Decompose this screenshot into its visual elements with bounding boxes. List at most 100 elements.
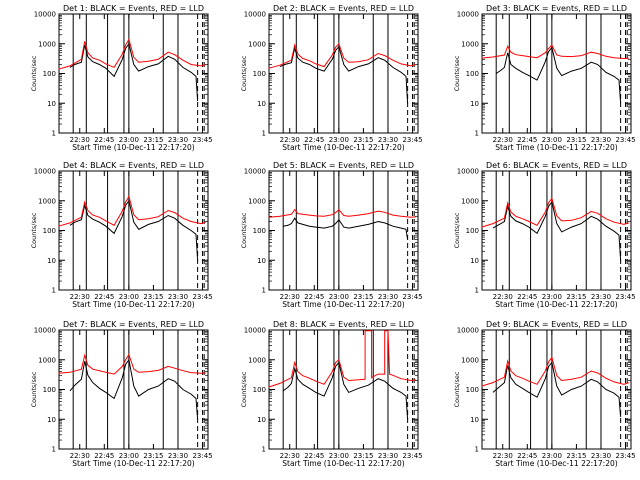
axes-frame [58, 13, 209, 134]
events-series-line [283, 217, 409, 240]
events-series-line [69, 358, 199, 420]
x-tick-label: 23:45 [402, 293, 422, 301]
plot-title: Det 2: BLACK = Events, RED = LLD [273, 4, 414, 13]
x-tick-label: 22:30 [70, 452, 90, 460]
y-tick-label: 10 [47, 416, 56, 424]
y-tick-label: 100 [466, 227, 479, 235]
y-tick-label: 1 [475, 446, 479, 454]
lld-series-line [268, 42, 416, 69]
x-tick-label: 22:30 [70, 136, 90, 144]
x-tick-label: 22:45 [304, 136, 324, 144]
x-tick-label: 23:45 [192, 293, 212, 301]
y-tick-label: 100 [43, 70, 56, 78]
x-tick-label: 23:30 [168, 136, 188, 144]
x-tick-label: 23:15 [566, 452, 586, 460]
events-series-line [492, 200, 622, 261]
events-series-line [495, 46, 622, 104]
detector-plot-3: Det 3: BLACK = Events, RED = LLD 1 10 100 10… [453, 4, 636, 152]
y-tick-label: 1000 [461, 356, 479, 364]
y-axis-label: Counts/sec [240, 371, 248, 407]
x-tick-label: 23:00 [329, 136, 349, 144]
x-tick-label: 22:45 [94, 293, 114, 301]
axes-frame [58, 329, 209, 450]
y-tick-label: 1000 [38, 356, 56, 364]
axes-frame [268, 13, 419, 134]
y-tick-label: 10000 [34, 327, 56, 335]
y-tick-label: 10000 [457, 327, 479, 335]
detector-plot-2: Det 2: BLACK = Events, RED = LLD 1 10 100 10… [240, 4, 423, 152]
x-tick-label: 23:45 [615, 452, 635, 460]
events-series-line [279, 45, 409, 104]
x-axis-label: Start Time (10-Dec-11 22:17:20) [282, 143, 404, 152]
x-tick-label: 23:30 [378, 136, 398, 144]
x-tick-label: 23:00 [542, 136, 562, 144]
x-axis-label: Start Time (10-Dec-11 22:17:20) [72, 459, 194, 468]
x-tick-label: 23:30 [591, 452, 611, 460]
x-axis-label: Start Time (10-Dec-11 22:17:20) [72, 143, 194, 152]
detector-plot-5: Det 5: BLACK = Events, RED = LLD 1 10 100 10… [240, 161, 423, 309]
y-axis-label: Counts/sec [453, 55, 461, 91]
x-tick-label: 23:00 [542, 452, 562, 460]
x-tick-label: 23:30 [168, 452, 188, 460]
x-tick-label: 23:00 [119, 136, 139, 144]
events-series-line [69, 42, 199, 101]
y-tick-label: 1000 [38, 197, 56, 205]
y-tick-label: 10000 [34, 168, 56, 176]
x-tick-label: 23:45 [402, 136, 422, 144]
y-tick-label: 100 [43, 227, 56, 235]
lld-series-line [58, 353, 206, 375]
y-tick-label: 10 [47, 100, 56, 108]
y-axis-label: Counts/sec [240, 55, 248, 91]
y-tick-label: 10 [257, 257, 266, 265]
y-axis-label: Counts/sec [30, 55, 38, 91]
y-tick-label: 1 [475, 130, 479, 138]
detector-plot-1: Det 1: BLACK = Events, RED = LLD 1 10 100 10… [30, 4, 213, 152]
plot-title: Det 1: BLACK = Events, RED = LLD [63, 4, 204, 13]
events-series-line [492, 361, 622, 417]
x-tick-label: 23:00 [329, 452, 349, 460]
x-axis-label: Start Time (10-Dec-11 22:17:20) [495, 143, 617, 152]
x-tick-label: 23:15 [143, 452, 163, 460]
x-tick-label: 22:45 [517, 293, 537, 301]
lld-series-line [58, 38, 206, 70]
x-tick-label: 23:15 [353, 136, 373, 144]
y-tick-label: 1 [262, 287, 266, 295]
x-tick-label: 22:30 [280, 452, 300, 460]
x-tick-label: 23:00 [119, 293, 139, 301]
x-axis-label: Start Time (10-Dec-11 22:17:20) [282, 300, 404, 309]
y-axis-label: Counts/sec [453, 371, 461, 407]
x-tick-label: 23:30 [168, 293, 188, 301]
y-tick-label: 10000 [244, 11, 266, 19]
y-tick-label: 1000 [248, 40, 266, 48]
y-tick-label: 10 [257, 100, 266, 108]
x-tick-label: 23:15 [566, 136, 586, 144]
y-tick-label: 10000 [457, 11, 479, 19]
plot-title: Det 4: BLACK = Events, RED = LLD [63, 161, 204, 170]
axes-frame [58, 170, 209, 291]
lld-series-line [268, 208, 416, 218]
y-tick-label: 1 [262, 130, 266, 138]
plot-title: Det 3: BLACK = Events, RED = LLD [486, 4, 627, 13]
y-axis-label: Counts/sec [453, 212, 461, 248]
x-tick-label: 23:15 [353, 452, 373, 460]
x-tick-label: 23:30 [378, 452, 398, 460]
x-tick-label: 23:45 [192, 452, 212, 460]
lld-series-line [268, 330, 416, 388]
x-tick-label: 23:00 [329, 293, 349, 301]
x-tick-label: 22:45 [94, 452, 114, 460]
y-tick-label: 10000 [34, 11, 56, 19]
y-tick-label: 1 [262, 446, 266, 454]
x-tick-label: 22:30 [493, 452, 513, 460]
lld-series-line [481, 197, 629, 228]
axes-frame [481, 170, 632, 291]
x-axis-label: Start Time (10-Dec-11 22:17:20) [72, 300, 194, 309]
x-tick-label: 23:30 [378, 293, 398, 301]
x-tick-label: 22:30 [493, 136, 513, 144]
x-tick-label: 23:00 [119, 452, 139, 460]
events-series-line [282, 361, 409, 420]
x-tick-label: 23:45 [615, 136, 635, 144]
y-tick-label: 1 [52, 130, 56, 138]
x-tick-label: 23:45 [192, 136, 212, 144]
